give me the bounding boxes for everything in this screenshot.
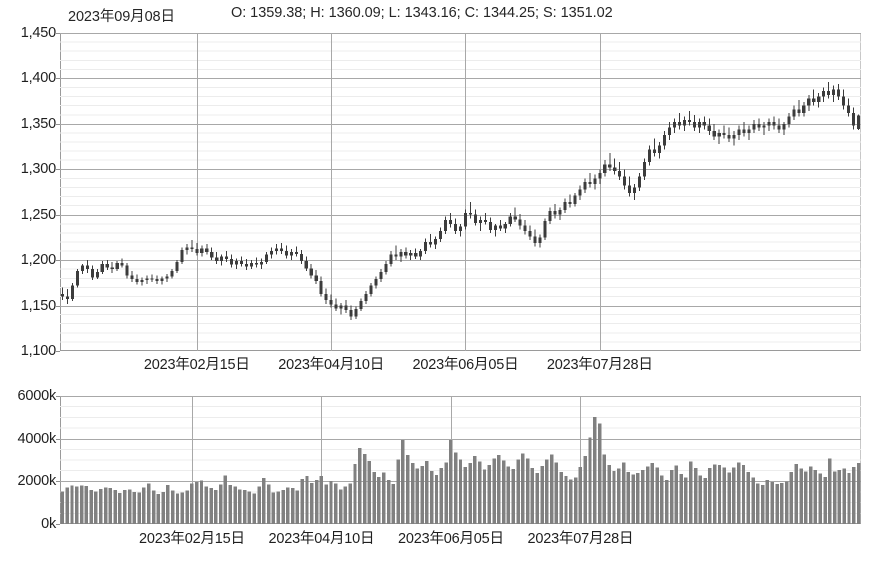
price-plot-frame	[60, 33, 861, 351]
y-axis-tick-label: 1,350	[20, 115, 56, 132]
y-axis-tick-mark	[56, 260, 60, 261]
y-axis-tick-label: 1,300	[20, 161, 56, 178]
y-axis-tick-label: 4000k	[17, 430, 56, 447]
y-axis-tick-mark	[56, 78, 60, 79]
quote-ohlc-label: O: 1359.38; H: 1360.09; L: 1343.16; C: 1…	[231, 5, 613, 21]
y-axis-tick-label: 1,200	[20, 252, 56, 269]
y-axis-tick-mark	[56, 169, 60, 170]
y-axis-tick-label: 6000k	[17, 388, 56, 404]
x-axis-tick-label: 2023年02月15日	[138, 531, 245, 547]
x-axis-tick-label: 2023年06月05日	[412, 357, 519, 373]
volume-y-axis: 0k 2000k 4000k 6000k	[0, 388, 60, 532]
y-axis-tick-mark	[56, 481, 60, 482]
quote-date-label: 2023年09月08日	[68, 9, 175, 25]
y-axis-tick-label: 1,450	[20, 25, 56, 41]
y-axis-tick-mark	[56, 524, 60, 525]
y-axis-tick-mark	[56, 215, 60, 216]
y-axis-tick-label: 1,250	[20, 206, 56, 223]
y-axis-tick-label: 1,100	[20, 343, 56, 359]
y-axis-tick-label: 0k	[41, 516, 56, 532]
price-x-axis: 2023年02月15日 2023年04月10日 2023年06月05日 2023年07…	[60, 353, 861, 377]
volume-x-axis: 2023年02月15日 2023年04月10日 2023年06月05日 2023年07…	[60, 527, 861, 551]
volume-bar-series	[60, 416, 861, 524]
price-chart-plot[interactable]	[60, 33, 861, 351]
x-axis-tick-label: 2023年07月28日	[546, 357, 653, 373]
price-gridlines	[60, 33, 861, 351]
x-axis-tick-label: 2023年07月28日	[527, 531, 634, 547]
y-axis-tick-mark	[56, 124, 60, 125]
x-axis-tick-label: 2023年02月15日	[143, 357, 250, 373]
y-axis-tick-label: 1,150	[20, 297, 56, 314]
price-y-axis: 1,100 1,150 1,200 1,250 1,300 1,350 1,400 1,450	[0, 25, 60, 359]
y-axis-tick-mark	[56, 396, 60, 397]
y-axis-tick-mark	[56, 439, 60, 440]
x-axis-tick-label: 2023年04月10日	[278, 357, 385, 373]
y-axis-tick-mark	[56, 351, 60, 352]
volume-chart-plot[interactable]	[60, 396, 861, 524]
y-axis-tick-mark	[56, 33, 60, 34]
candlestick-series	[60, 82, 861, 321]
y-axis-tick-label: 1,400	[20, 70, 56, 87]
x-axis-tick-label: 2023年06月05日	[397, 531, 504, 547]
y-axis-tick-mark	[56, 306, 60, 307]
y-axis-tick-label: 2000k	[17, 473, 56, 490]
x-axis-tick-label: 2023年04月10日	[268, 531, 375, 547]
quote-header: 2023年09月08日 O: 1359.38; H: 1360.09; L: 1…	[0, 0, 869, 30]
